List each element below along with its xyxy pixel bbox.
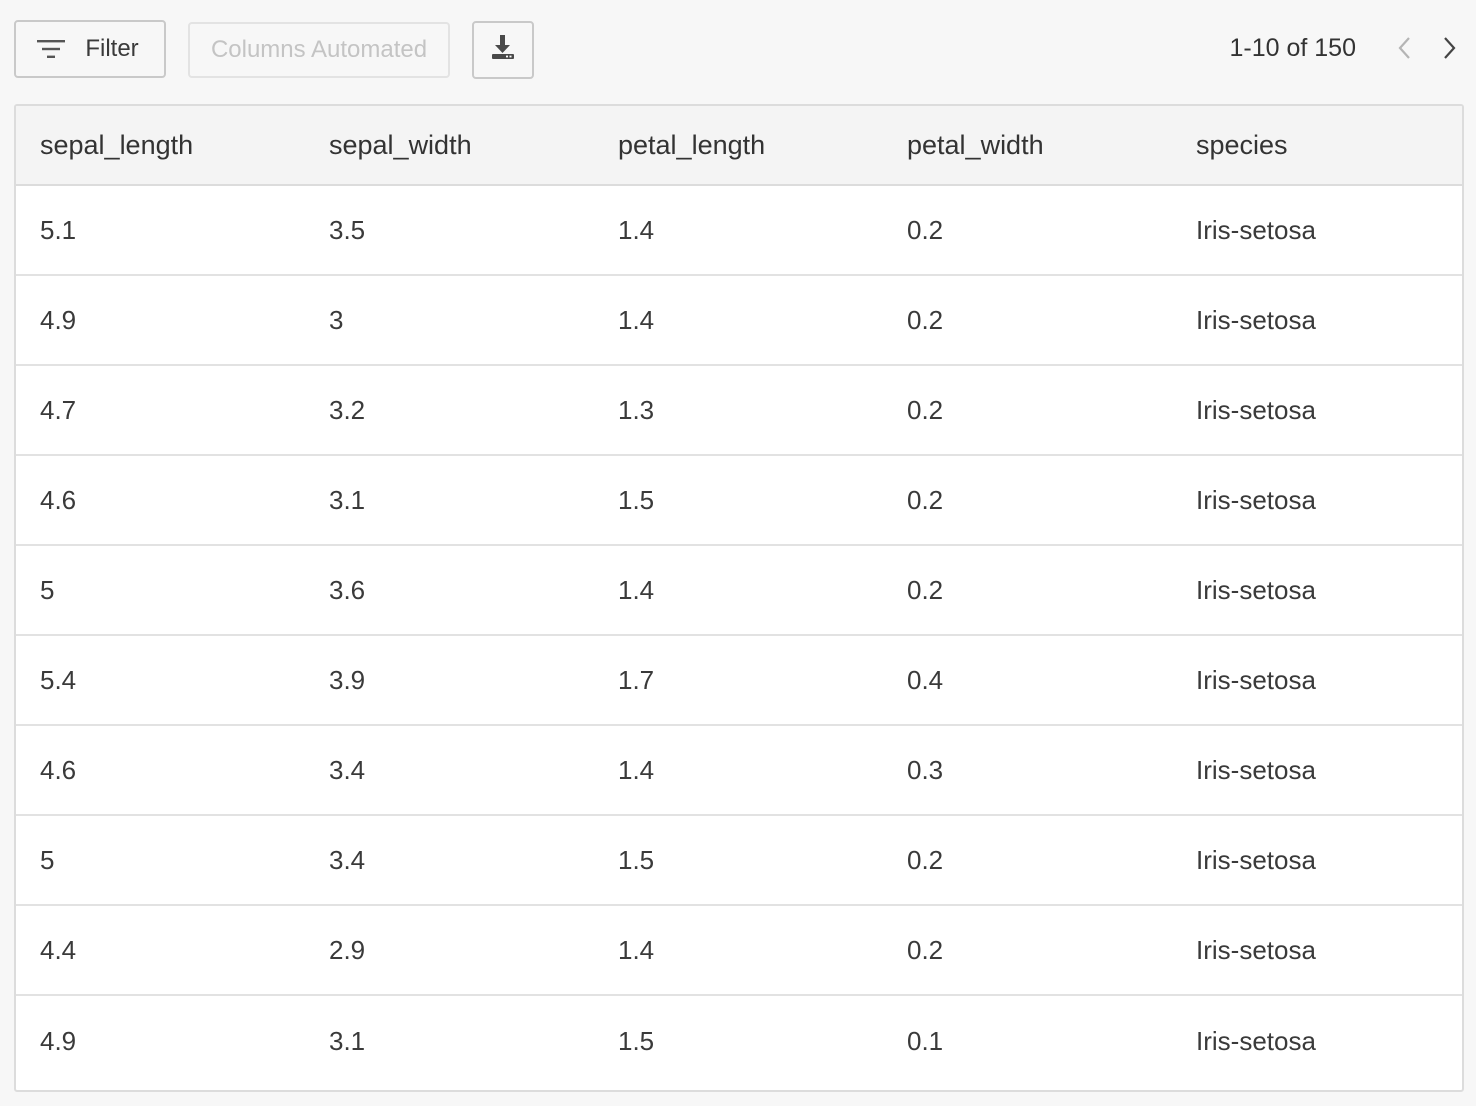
table-cell: 3.6 [329, 574, 366, 605]
chevron-left-icon [1397, 35, 1413, 66]
table-cell: 0.4 [907, 664, 944, 695]
table-cell: 5.4 [40, 664, 77, 695]
table-cell: 4.7 [40, 394, 77, 425]
table-cell: 1.4 [618, 304, 655, 335]
filter-button[interactable]: Filter [14, 20, 166, 78]
table-cell: 0.2 [907, 214, 944, 245]
table-cell: 0.2 [907, 304, 944, 335]
column-header-species[interactable]: species [1196, 129, 1288, 160]
table-row: 4.9 3.1 1.5 0.1 Iris-setosa [16, 996, 1462, 1086]
table-cell: 4.9 [40, 1025, 77, 1056]
table-cell: 1.4 [618, 214, 655, 245]
table-cell: 1.4 [618, 934, 655, 965]
table-cell: Iris-setosa [1196, 214, 1316, 245]
column-header-sepal-length[interactable]: sepal_length [40, 129, 194, 160]
table-cell: 1.5 [618, 844, 655, 875]
table-cell: 4.6 [40, 754, 77, 785]
table-cell: 0.2 [907, 574, 944, 605]
table-cell: Iris-setosa [1196, 1025, 1316, 1056]
chevron-right-icon [1441, 35, 1457, 66]
table-cell: 0.2 [907, 394, 944, 425]
table-cell: 5.1 [40, 214, 77, 245]
filter-button-label: Filter [85, 35, 139, 62]
table-row: 4.7 3.2 1.3 0.2 Iris-setosa [16, 366, 1462, 456]
table-cell: Iris-setosa [1196, 664, 1316, 695]
table-row: 4.6 3.1 1.5 0.2 Iris-setosa [16, 456, 1462, 546]
table-cell: Iris-setosa [1196, 574, 1316, 605]
table-cell: 3 [329, 304, 344, 335]
table-cell: 5 [40, 574, 55, 605]
table-cell: Iris-setosa [1196, 844, 1316, 875]
table-cell: 3.1 [329, 1025, 366, 1056]
download-icon [489, 33, 517, 68]
table-cell: 4.6 [40, 484, 77, 515]
table-row: 4.4 2.9 1.4 0.2 Iris-setosa [16, 906, 1462, 996]
table-row: 5.4 3.9 1.7 0.4 Iris-setosa [16, 636, 1462, 726]
download-button[interactable] [472, 21, 534, 79]
column-header-petal-width[interactable]: petal_width [907, 129, 1044, 160]
table-row: 4.6 3.4 1.4 0.3 Iris-setosa [16, 726, 1462, 816]
table-row: 5 3.6 1.4 0.2 Iris-setosa [16, 546, 1462, 636]
columns-button-label: Columns Automated [210, 36, 428, 63]
pagination-range: 1-10 of 150 [1229, 34, 1357, 62]
columns-automated-button[interactable]: Columns Automated [188, 22, 450, 78]
data-table: sepal_length sepal_width petal_length pe… [14, 104, 1464, 1092]
table-cell: Iris-setosa [1196, 484, 1316, 515]
table-cell: 4.9 [40, 304, 77, 335]
table-cell: 2.9 [329, 934, 366, 965]
table-cell: 3.9 [329, 664, 366, 695]
table-cell: Iris-setosa [1196, 304, 1316, 335]
table-cell: 1.5 [618, 1025, 655, 1056]
table-cell: 1.7 [618, 664, 655, 695]
table-cell: 0.1 [907, 1025, 944, 1056]
table-header-row: sepal_length sepal_width petal_length pe… [16, 106, 1462, 186]
table-cell: 5 [40, 844, 55, 875]
table-row: 5.1 3.5 1.4 0.2 Iris-setosa [16, 186, 1462, 276]
table-cell: Iris-setosa [1196, 394, 1316, 425]
table-cell: 0.3 [907, 754, 944, 785]
table-cell: 0.2 [907, 484, 944, 515]
table-cell: 0.2 [907, 934, 944, 965]
table-cell: 3.1 [329, 484, 366, 515]
table-cell: 4.4 [40, 934, 77, 965]
previous-page-button[interactable] [1392, 36, 1418, 64]
table-cell: Iris-setosa [1196, 934, 1316, 965]
table-row: 4.9 3 1.4 0.2 Iris-setosa [16, 276, 1462, 366]
table-row: 5 3.4 1.5 0.2 Iris-setosa [16, 816, 1462, 906]
table-cell: 3.4 [329, 844, 366, 875]
filter-icon [35, 37, 67, 61]
column-header-sepal-width[interactable]: sepal_width [329, 129, 472, 160]
table-cell: 1.4 [618, 754, 655, 785]
table-cell: 3.2 [329, 394, 366, 425]
table-toolbar: Filter Columns Automated 1-10 of 150 [14, 20, 1464, 82]
table-cell: 1.5 [618, 484, 655, 515]
table-cell: 1.4 [618, 574, 655, 605]
table-cell: Iris-setosa [1196, 754, 1316, 785]
table-cell: 3.4 [329, 754, 366, 785]
table-cell: 1.3 [618, 394, 655, 425]
table-cell: 3.5 [329, 214, 366, 245]
column-header-petal-length[interactable]: petal_length [618, 129, 766, 160]
next-page-button[interactable] [1436, 36, 1462, 64]
table-cell: 0.2 [907, 844, 944, 875]
